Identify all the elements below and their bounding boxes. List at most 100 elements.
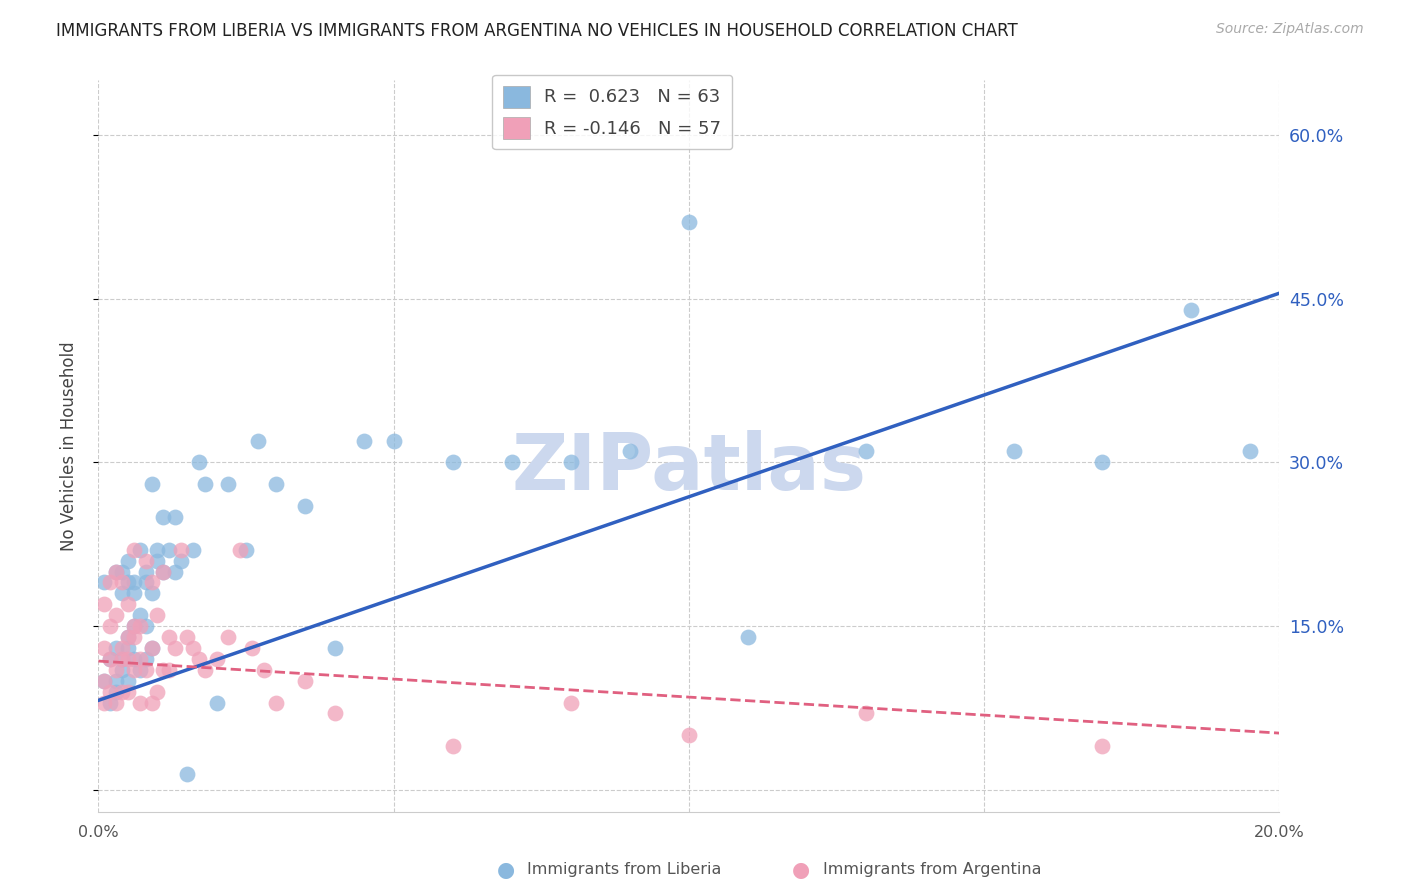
- Point: [98, 696, 121, 710]
- Point: [93, 673, 115, 688]
- Text: ●: ●: [498, 860, 515, 880]
- Point: [146, 684, 169, 698]
- Text: ZIPatlas: ZIPatlas: [512, 430, 866, 506]
- Point: [560, 455, 582, 469]
- Point: [111, 663, 134, 677]
- Point: [117, 575, 139, 590]
- Point: [141, 640, 163, 655]
- Point: [170, 554, 193, 568]
- Point: [122, 619, 145, 633]
- Point: [122, 652, 145, 666]
- Point: [187, 455, 209, 469]
- Point: [294, 499, 316, 513]
- Point: [98, 652, 121, 666]
- Point: [141, 586, 163, 600]
- Point: [128, 608, 150, 623]
- Point: [93, 673, 115, 688]
- Point: [135, 565, 157, 579]
- Point: [117, 630, 139, 644]
- Point: [111, 652, 134, 666]
- Point: [152, 565, 174, 579]
- Point: [157, 542, 180, 557]
- Text: 0.0%: 0.0%: [79, 825, 118, 839]
- Point: [194, 663, 217, 677]
- Point: [93, 696, 115, 710]
- Point: [98, 684, 121, 698]
- Point: [382, 434, 405, 448]
- Legend: R =  0.623   N = 63, R = -0.146   N = 57: R = 0.623 N = 63, R = -0.146 N = 57: [492, 75, 733, 150]
- Text: Source: ZipAtlas.com: Source: ZipAtlas.com: [1216, 22, 1364, 37]
- Point: [1239, 444, 1261, 458]
- Text: Immigrants from Argentina: Immigrants from Argentina: [823, 863, 1040, 877]
- Point: [294, 673, 316, 688]
- Point: [152, 565, 174, 579]
- Point: [128, 542, 150, 557]
- Point: [117, 673, 139, 688]
- Point: [117, 597, 139, 611]
- Point: [181, 542, 204, 557]
- Point: [122, 663, 145, 677]
- Point: [264, 696, 287, 710]
- Text: ●: ●: [793, 860, 810, 880]
- Point: [105, 663, 128, 677]
- Point: [135, 652, 157, 666]
- Point: [165, 640, 187, 655]
- Point: [176, 630, 198, 644]
- Point: [217, 630, 239, 644]
- Point: [111, 565, 134, 579]
- Point: [146, 554, 169, 568]
- Point: [135, 663, 157, 677]
- Point: [229, 542, 252, 557]
- Point: [146, 608, 169, 623]
- Point: [678, 728, 700, 742]
- Point: [105, 565, 128, 579]
- Point: [105, 565, 128, 579]
- Point: [501, 455, 523, 469]
- Point: [135, 554, 157, 568]
- Point: [240, 640, 263, 655]
- Point: [152, 510, 174, 524]
- Point: [253, 663, 276, 677]
- Point: [122, 542, 145, 557]
- Point: [111, 652, 134, 666]
- Point: [128, 652, 150, 666]
- Point: [128, 619, 150, 633]
- Point: [1091, 455, 1114, 469]
- Point: [111, 575, 134, 590]
- Point: [93, 597, 115, 611]
- Point: [117, 640, 139, 655]
- Point: [98, 575, 121, 590]
- Point: [122, 586, 145, 600]
- Point: [122, 575, 145, 590]
- Point: [135, 575, 157, 590]
- Point: [187, 652, 209, 666]
- Point: [678, 215, 700, 229]
- Point: [235, 542, 257, 557]
- Point: [111, 586, 134, 600]
- Point: [117, 630, 139, 644]
- Point: [122, 630, 145, 644]
- Point: [128, 696, 150, 710]
- Point: [855, 706, 877, 721]
- Point: [93, 640, 115, 655]
- Point: [141, 640, 163, 655]
- Point: [105, 640, 128, 655]
- Point: [441, 739, 464, 754]
- Point: [176, 766, 198, 780]
- Point: [111, 684, 134, 698]
- Point: [205, 652, 228, 666]
- Point: [93, 575, 115, 590]
- Point: [217, 477, 239, 491]
- Point: [98, 619, 121, 633]
- Point: [122, 619, 145, 633]
- Point: [135, 619, 157, 633]
- Point: [117, 554, 139, 568]
- Point: [323, 640, 346, 655]
- Point: [105, 608, 128, 623]
- Point: [165, 565, 187, 579]
- Point: [141, 575, 163, 590]
- Point: [152, 663, 174, 677]
- Point: [117, 684, 139, 698]
- Point: [737, 630, 759, 644]
- Point: [855, 444, 877, 458]
